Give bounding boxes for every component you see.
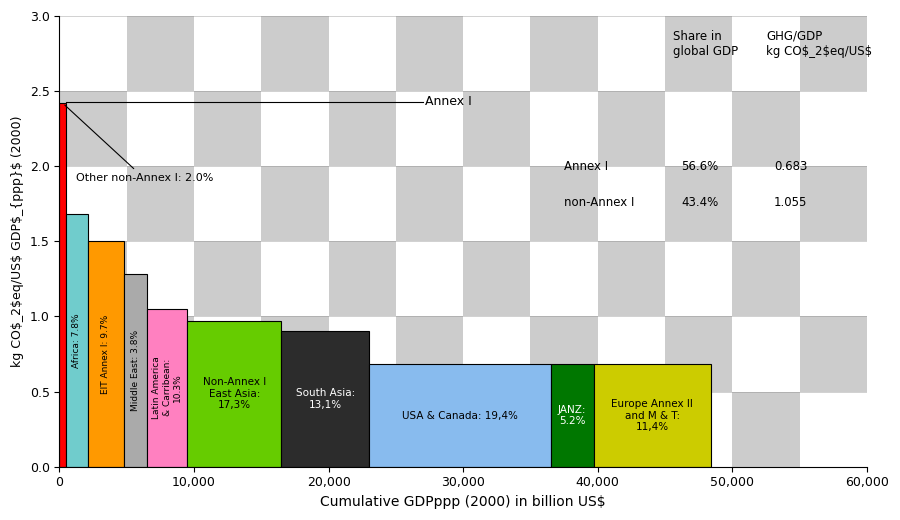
Text: EIT Annex I: 9.7%: EIT Annex I: 9.7% xyxy=(102,315,111,394)
Bar xyxy=(369,365,551,466)
Bar xyxy=(124,275,147,466)
Bar xyxy=(800,16,867,91)
Text: Annex I: Annex I xyxy=(426,95,472,108)
X-axis label: Cumulative GDPppp (2000) in billion US$: Cumulative GDPppp (2000) in billion US$ xyxy=(320,495,606,509)
Bar xyxy=(598,392,665,466)
Text: non-Annex I: non-Annex I xyxy=(564,197,634,210)
Bar xyxy=(800,317,867,392)
Bar xyxy=(665,166,733,241)
Bar xyxy=(59,392,127,466)
Y-axis label: kg CO$_2$eq/US$ GDP$_{ppp}$ (2000): kg CO$_2$eq/US$ GDP$_{ppp}$ (2000) xyxy=(11,115,24,367)
Bar xyxy=(261,16,328,91)
Bar xyxy=(147,309,187,466)
Bar xyxy=(598,91,665,166)
Bar xyxy=(665,317,733,392)
Bar xyxy=(530,16,598,91)
Bar xyxy=(328,241,396,317)
Text: Latin America
& Carribean:
10.3%: Latin America & Carribean: 10.3% xyxy=(152,356,182,419)
Bar xyxy=(194,241,261,317)
Bar xyxy=(282,331,369,466)
Text: South Asia:
13,1%: South Asia: 13,1% xyxy=(295,388,355,410)
Text: Annex I: Annex I xyxy=(564,160,608,173)
Bar xyxy=(464,91,530,166)
Text: Share in
global GDP: Share in global GDP xyxy=(673,30,738,58)
Bar xyxy=(800,166,867,241)
Bar xyxy=(733,241,800,317)
Text: Other non-Annex I: 2.0%: Other non-Annex I: 2.0% xyxy=(65,105,213,183)
Bar xyxy=(127,16,194,91)
Text: Middle East: 3.8%: Middle East: 3.8% xyxy=(130,330,140,411)
Bar xyxy=(396,166,464,241)
Text: USA & Canada: 19,4%: USA & Canada: 19,4% xyxy=(402,411,518,421)
Text: 0.683: 0.683 xyxy=(774,160,807,173)
Bar xyxy=(733,392,800,466)
Bar xyxy=(328,392,396,466)
Bar xyxy=(598,241,665,317)
Bar xyxy=(733,91,800,166)
Text: JANZ:
5.2%: JANZ: 5.2% xyxy=(558,405,587,426)
Bar xyxy=(187,321,282,466)
Bar xyxy=(464,241,530,317)
Bar xyxy=(530,166,598,241)
Bar xyxy=(127,317,194,392)
Bar xyxy=(530,317,598,392)
Bar xyxy=(59,103,66,466)
Text: 1.055: 1.055 xyxy=(774,197,807,210)
Text: Europe Annex II
and M & T:
11,4%: Europe Annex II and M & T: 11,4% xyxy=(611,399,693,432)
Bar xyxy=(551,365,594,466)
Bar xyxy=(66,214,87,466)
Bar xyxy=(127,166,194,241)
Bar xyxy=(665,16,733,91)
Bar xyxy=(464,392,530,466)
Bar xyxy=(87,241,124,466)
Bar xyxy=(59,241,127,317)
Bar xyxy=(59,91,127,166)
Text: 56.6%: 56.6% xyxy=(681,160,718,173)
Bar xyxy=(594,365,711,466)
Text: Non-Annex I
East Asia:
17,3%: Non-Annex I East Asia: 17,3% xyxy=(202,377,266,410)
Text: Africa: 7.8%: Africa: 7.8% xyxy=(72,313,81,368)
Bar xyxy=(396,317,464,392)
Bar xyxy=(261,317,328,392)
Bar xyxy=(396,16,464,91)
Bar xyxy=(194,91,261,166)
Text: GHG/GDP
kg CO$_2$eq/US$: GHG/GDP kg CO$_2$eq/US$ xyxy=(766,30,872,58)
Bar xyxy=(328,91,396,166)
Bar xyxy=(261,166,328,241)
Bar xyxy=(194,392,261,466)
Text: 43.4%: 43.4% xyxy=(681,197,718,210)
